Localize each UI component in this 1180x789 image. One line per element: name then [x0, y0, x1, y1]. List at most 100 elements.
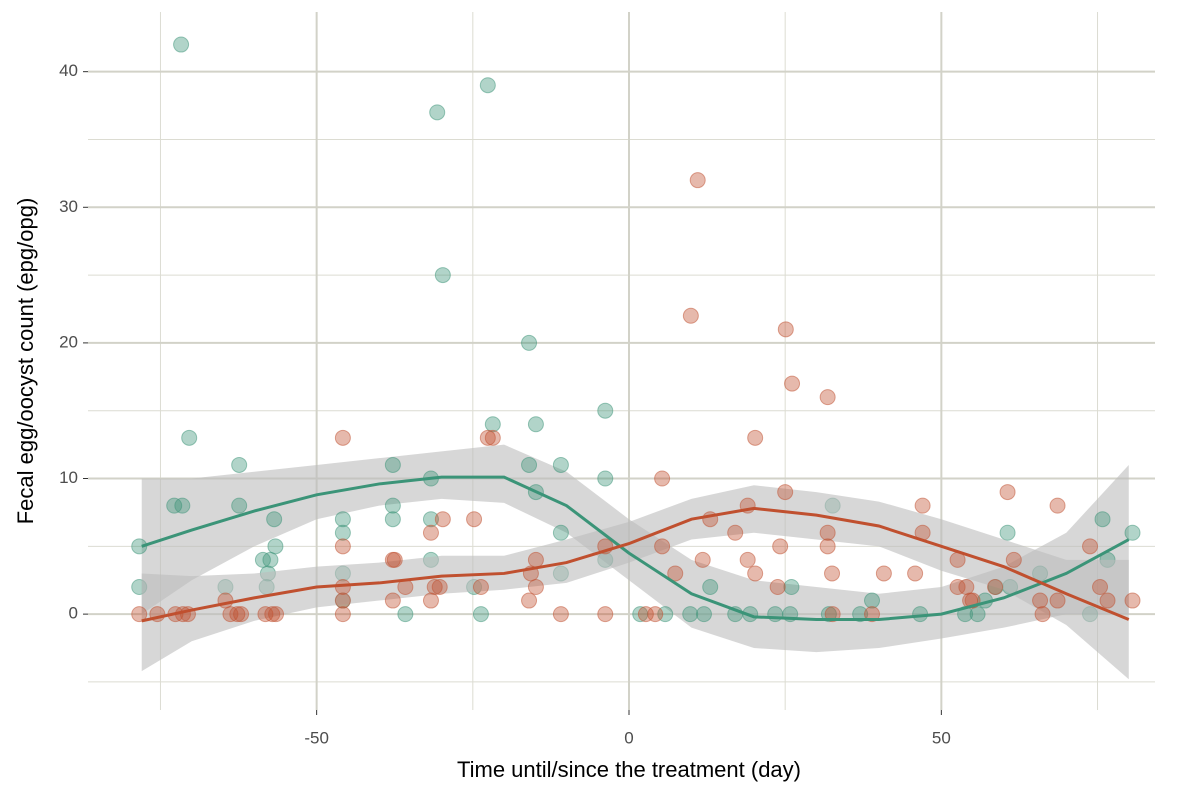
point [231, 456, 248, 473]
point [819, 538, 836, 555]
point [682, 606, 699, 623]
point [386, 551, 403, 568]
point [999, 484, 1016, 501]
point [384, 497, 401, 514]
point [784, 375, 801, 392]
y-tick-label: 0 [69, 604, 78, 623]
point [466, 511, 483, 528]
point [384, 592, 401, 609]
point [637, 606, 654, 623]
point [422, 592, 439, 609]
point [1092, 578, 1109, 595]
point [1049, 592, 1066, 609]
point [131, 538, 148, 555]
point [472, 606, 489, 623]
point [527, 551, 544, 568]
y-tick-label: 20 [59, 332, 78, 351]
x-tick-label: 50 [932, 728, 951, 747]
y-tick-label: 30 [59, 197, 78, 216]
smooth-line [141, 475, 1130, 622]
point [777, 484, 794, 501]
point [431, 578, 448, 595]
x-tick-label: 0 [624, 728, 633, 747]
point [231, 497, 248, 514]
y-tick-label: 40 [59, 61, 78, 80]
point [694, 551, 711, 568]
point [852, 606, 869, 623]
point [334, 524, 351, 541]
point [422, 511, 439, 528]
point [864, 606, 881, 623]
point [472, 578, 489, 595]
point [783, 578, 800, 595]
x-tick-label: -50 [304, 728, 329, 747]
point [1099, 592, 1116, 609]
point [429, 104, 446, 121]
point [521, 592, 538, 609]
point [695, 606, 712, 623]
point [233, 606, 250, 623]
point [702, 578, 719, 595]
point [334, 511, 351, 528]
y-tick-label: 10 [59, 468, 78, 487]
point [819, 524, 836, 541]
point [969, 606, 986, 623]
point [1005, 551, 1022, 568]
point [949, 578, 966, 595]
point [914, 497, 931, 514]
point [1124, 592, 1141, 609]
point [268, 606, 285, 623]
point [384, 456, 401, 473]
point [181, 429, 198, 446]
point [131, 606, 148, 623]
point [484, 429, 501, 446]
point [987, 578, 1004, 595]
point [264, 606, 281, 623]
smooth-line [141, 506, 1130, 623]
point [769, 578, 786, 595]
point [334, 538, 351, 555]
point [267, 538, 284, 555]
point [484, 416, 501, 433]
point [819, 389, 836, 406]
point [434, 267, 451, 284]
point [772, 538, 789, 555]
point [907, 565, 924, 582]
point [174, 497, 191, 514]
point [654, 470, 671, 487]
point [689, 172, 706, 189]
point [1034, 606, 1051, 623]
point [521, 334, 538, 351]
point [682, 307, 699, 324]
point [739, 551, 756, 568]
point [999, 524, 1016, 541]
point [527, 578, 544, 595]
point [397, 606, 414, 623]
point [1082, 538, 1099, 555]
point [747, 429, 764, 446]
point [597, 402, 614, 419]
point [727, 524, 744, 541]
point [479, 77, 496, 94]
point [173, 36, 190, 53]
point [824, 565, 841, 582]
point [166, 497, 183, 514]
point [334, 429, 351, 446]
point [777, 321, 794, 338]
y-axis-title: Fecal egg/oocyst count (epg/opg) [13, 198, 38, 525]
point [479, 429, 496, 446]
point [875, 565, 892, 582]
point [521, 456, 538, 473]
point [654, 538, 671, 555]
confidence-band [141, 485, 1129, 680]
point [1094, 511, 1111, 528]
point [1049, 497, 1066, 514]
point [552, 606, 569, 623]
point [527, 416, 544, 433]
point [266, 511, 283, 528]
point [552, 456, 569, 473]
point [422, 524, 439, 541]
point [384, 511, 401, 528]
point [426, 578, 443, 595]
